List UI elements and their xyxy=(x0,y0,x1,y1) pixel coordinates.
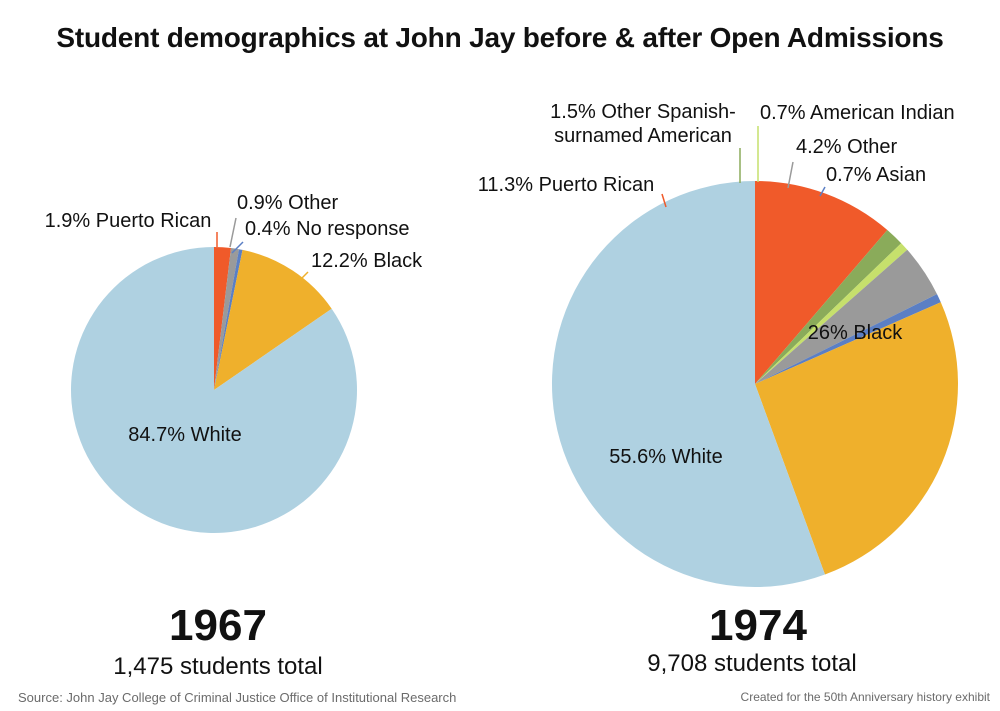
slice-label-1974-0-7-asian: 0.7% Asian xyxy=(826,164,926,186)
pie-slice-1967-12-2-black xyxy=(214,249,332,390)
pie-slice-1967-0-9-other xyxy=(214,248,239,390)
pie-slice-1967-84-7-white xyxy=(71,247,358,534)
slice-label-1967-0-4-no-response: 0.4% No response xyxy=(245,218,410,240)
pie-slice-1974-0-7-american-indian xyxy=(755,243,908,384)
slice-label-1967-1-9-puerto-rican: 1.9% Puerto Rican xyxy=(45,210,212,232)
slice-label-1967-84-7-white: 84.7% White xyxy=(128,424,241,446)
slice-label-1967-0-9-other: 0.9% Other xyxy=(237,192,339,214)
slice-label-1967-12-2-black: 12.2% Black xyxy=(311,250,423,272)
pie-chart-1967: 1.9% Puerto Rican 0.9% Other 0.4% No respo… xyxy=(45,192,424,680)
leader-line-1974-4-2-other xyxy=(787,161,794,189)
pie-slice-1967-0-4-no-response xyxy=(214,249,243,390)
pie-slice-1974-26-black xyxy=(755,302,958,575)
year-label-1967: 1967 xyxy=(169,601,267,650)
source-note: Source: John Jay College of Criminal Jus… xyxy=(18,690,457,705)
leader-line-1967-0-9-other xyxy=(229,217,237,248)
pie-slice-1974-55-6-white xyxy=(551,181,825,587)
slice-label-1974-1-5-other-spanish-surnamed-american: 1.5% Other Spanish-surnamed American xyxy=(550,101,736,147)
pie-slice-1974-1-5-other-spanish-surnamed-american xyxy=(755,230,902,384)
slice-label-1974-26-black: 26% Black xyxy=(808,322,903,344)
chart-title: Student demographics at John Jay before … xyxy=(56,22,944,53)
total-label-1967: 1,475 students total xyxy=(113,653,322,680)
leader-line-1967-0-4-no-response xyxy=(231,241,244,254)
pie-chart-1974: 11.3% Puerto Rican 1.5% Other Spanish-sur… xyxy=(478,101,958,677)
total-label-1974: 9,708 students total xyxy=(647,650,856,677)
year-label-1974: 1974 xyxy=(709,601,807,650)
slice-label-1974-0-7-american-indian: 0.7% American Indian xyxy=(760,102,955,124)
slice-label-1974-11-3-puerto-rican: 11.3% Puerto Rican xyxy=(478,174,654,196)
pie-slice-1974-4-2-other xyxy=(755,249,938,384)
leader-line-1967-12-2-black xyxy=(297,271,309,283)
slice-label-1974-4-2-other: 4.2% Other xyxy=(796,136,898,158)
pie-slice-1967-1-9-puerto-rican xyxy=(214,247,232,390)
leader-line-1974-11-3-puerto-rican xyxy=(661,193,667,208)
credit-note: Created for the 50th Anniversary history… xyxy=(740,690,990,704)
pie-slice-1974-11-3-puerto-rican xyxy=(755,181,888,384)
slice-label-1974-55-6-white: 55.6% White xyxy=(609,446,722,468)
leader-line-1974-0-7-asian xyxy=(819,186,826,197)
pie-slice-1974-0-7-asian xyxy=(755,294,941,384)
